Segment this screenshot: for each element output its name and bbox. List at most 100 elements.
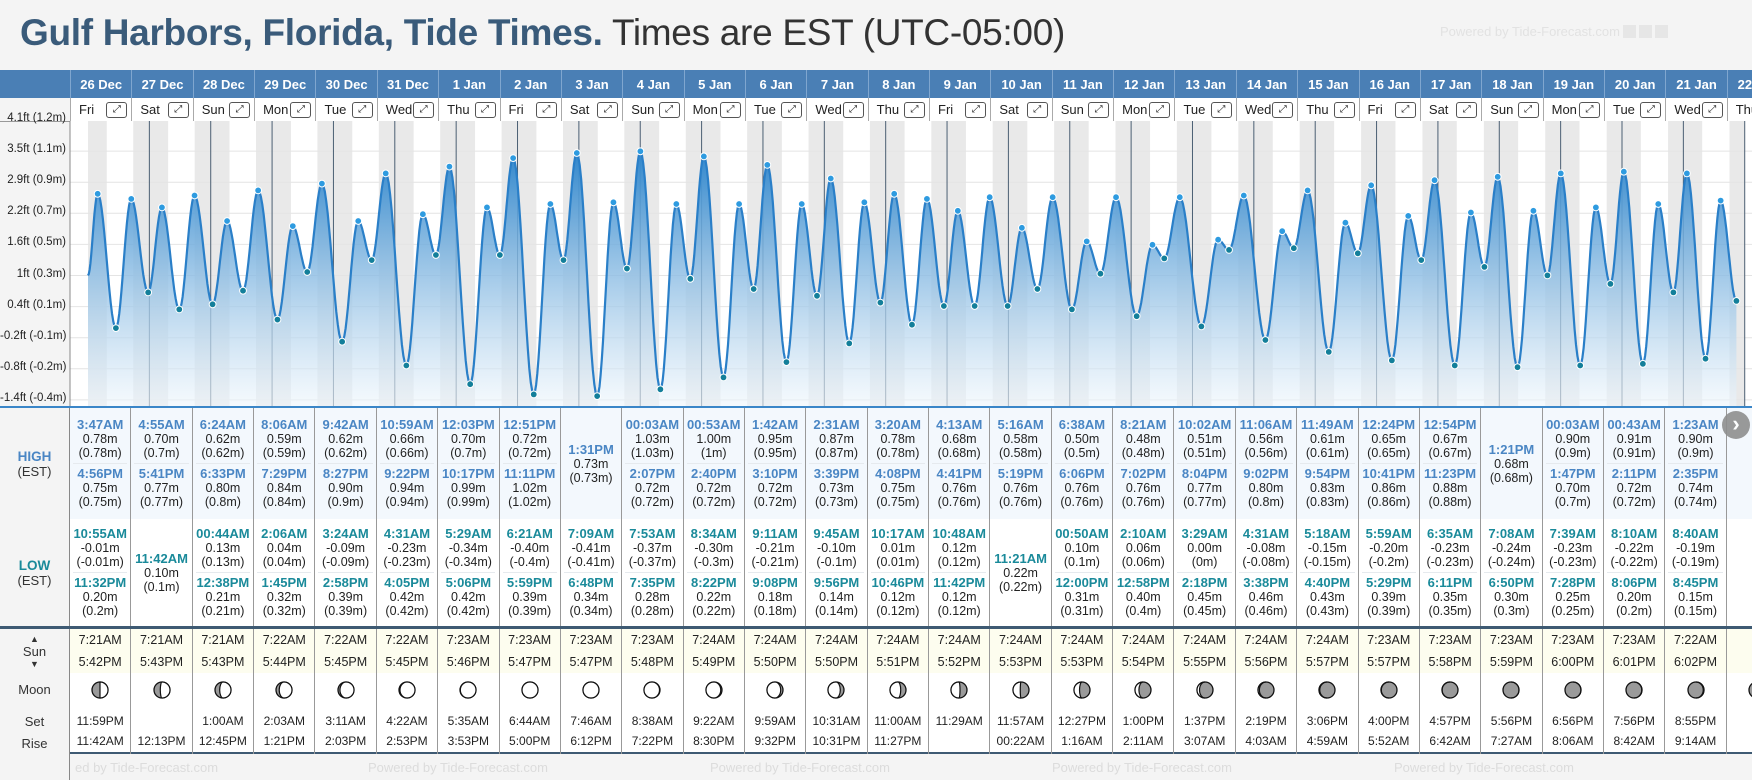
- expand-day-button[interactable]: ⤢: [1640, 101, 1662, 118]
- expand-day-button[interactable]: ⤢: [1088, 101, 1110, 118]
- moonset-time: 11:00AM: [874, 714, 922, 728]
- expand-day-button[interactable]: ⤢: [413, 101, 435, 118]
- weekday-cell: Fri ⤢: [929, 98, 990, 121]
- moon-phase-icon: [152, 679, 172, 703]
- tide-time: 5:19PM: [997, 466, 1044, 481]
- low-tide-cell: 5:59AM -0.20m (-0.2m) 5:29PM 0.39m (0.39m): [1359, 519, 1420, 626]
- high-tide-point: [509, 154, 518, 163]
- expand-day-button[interactable]: ⤢: [1210, 101, 1232, 118]
- tide-height: 0.20m: [1616, 590, 1652, 604]
- expand-day-button[interactable]: ⤢: [474, 101, 496, 118]
- low-tide-entry: 8:06PM 0.20m (0.2m): [1607, 572, 1662, 621]
- expand-day-button[interactable]: ⤢: [1272, 101, 1294, 118]
- low-tide-entry: 7:35PM 0.28m (0.28m): [625, 572, 680, 621]
- expand-day-button[interactable]: ⤢: [658, 101, 680, 118]
- low-tide-entry: 7:53AM -0.37m (-0.37m): [625, 524, 679, 572]
- sunrise-time: 7:23AM: [630, 633, 674, 647]
- tide-height: -0.20m: [1369, 541, 1409, 555]
- tide-height-alt: (0.9m): [327, 495, 364, 509]
- moon-lit: [460, 681, 477, 699]
- expand-day-button[interactable]: ⤢: [597, 101, 619, 118]
- sunrise-time: 7:21AM: [139, 633, 184, 647]
- moonrise-time: 9:32PM: [754, 734, 796, 748]
- date-header: 21 Jan: [1665, 70, 1726, 98]
- high-tide-entry: 11:23PM 0.88m (0.88m): [1422, 463, 1478, 512]
- expand-day-button[interactable]: ⤢: [1149, 101, 1171, 118]
- expand-day-button[interactable]: ⤢: [1578, 101, 1600, 118]
- low-tide-cell: 5:29AM -0.34m (-0.34m) 5:06PM 0.42m (0.42m): [438, 519, 500, 626]
- tide-height-alt: (0.48m): [1121, 446, 1165, 460]
- expand-day-button[interactable]: ⤢: [290, 101, 312, 118]
- tide-height: 0.67m: [1432, 432, 1468, 446]
- next-page-button[interactable]: ›: [1722, 411, 1750, 439]
- low-label: LOW (EST): [0, 519, 70, 626]
- expand-day-button[interactable]: ⤢: [1701, 101, 1723, 118]
- moon-cell: 11:57AM 00:22AM: [990, 673, 1052, 755]
- high-tide-point: [381, 169, 390, 178]
- tide-height: -0.21m: [755, 541, 795, 555]
- sunset-time: 5:58PM: [1428, 655, 1472, 669]
- low-tide-point: [623, 264, 631, 273]
- weekday-label: Sat: [1428, 102, 1449, 117]
- moonrise-time: 00:22AM: [996, 734, 1045, 748]
- moonset-time: 7:56PM: [1613, 714, 1655, 728]
- tide-height-alt: (0.1m): [143, 579, 180, 594]
- expand-day-button[interactable]: ⤢: [781, 101, 803, 118]
- sun-row: ▲ Sun ▼ 7:21AM 5:42PM 7:21AM 5:43PM 7:21AM 5:43…: [0, 629, 1752, 673]
- low-tide-entry: 9:11AM -0.21m (-0.21m): [748, 524, 802, 572]
- moonset-time: 3:06PM: [1306, 714, 1349, 728]
- low-tide-cell: 7:08AM -0.24m (-0.24m) 6:50PM 0.30m (0.3m): [1481, 519, 1543, 626]
- expand-day-button[interactable]: ⤢: [1026, 101, 1048, 118]
- expand-day-button[interactable]: ⤢: [842, 101, 864, 118]
- low-tide-entry: 2:06AM 0.04m (0.04m): [257, 524, 311, 572]
- expand-day-button[interactable]: ⤢: [167, 101, 189, 118]
- low-tide-entry: 10:17AM 0.01m (0.01m): [871, 524, 925, 572]
- tide-time: 6:38AM: [1058, 417, 1106, 432]
- high-tide-point: [572, 149, 581, 157]
- tide-time: 10:17AM: [871, 526, 925, 541]
- expand-day-button[interactable]: ⤢: [1394, 101, 1416, 118]
- high-tide-point: [609, 198, 618, 207]
- high-tide-point: [1591, 203, 1600, 212]
- moon-phase-icon: [704, 679, 724, 703]
- tide-time: 11:49AM: [1300, 417, 1354, 432]
- high-tide-entry: 8:21AM 0.48m (0.48m): [1116, 415, 1170, 463]
- low-tide-point: [1513, 363, 1522, 372]
- watermark: Powered by Tide-Forecast.com: [1394, 760, 1574, 775]
- weekday-label: Tue: [324, 102, 347, 117]
- low-tide-cell: 5:18AM -0.15m (-0.15m) 4:40PM 0.43m (0.43m): [1297, 519, 1359, 626]
- expand-day-button[interactable]: ⤢: [229, 101, 251, 118]
- low-tide-entry: 8:40AM -0.19m (-0.19m): [1668, 524, 1722, 572]
- low-tide-cell: 3:29AM 0.00m (0m) 2:18PM 0.45m (0.45m): [1174, 519, 1236, 626]
- low-tide-point: [303, 268, 312, 276]
- low-tide-point: [813, 291, 821, 300]
- sun-cell: 7:23AM 5:46PM: [438, 629, 500, 673]
- tide-height: 0.99m: [450, 481, 486, 495]
- expand-day-button[interactable]: ⤢: [1333, 101, 1355, 118]
- expand-day-button[interactable]: ⤢: [535, 101, 557, 118]
- sun-cell: 7:24AM 5:54PM: [1113, 629, 1175, 673]
- high-tide-cell: 10:02AM 0.51m (0.51m) 8:04PM 0.77m (0.77m): [1174, 408, 1236, 519]
- tide-chart-svg: [69, 119, 1752, 406]
- tide-time: 2:18PM: [1181, 575, 1228, 590]
- tide-height: -0.23m: [1553, 541, 1593, 555]
- expand-day-button[interactable]: ⤢: [351, 101, 373, 118]
- expand-day-button[interactable]: ⤢: [965, 101, 987, 118]
- low-tide-point: [1324, 348, 1333, 356]
- expand-day-button[interactable]: ⤢: [1517, 101, 1539, 118]
- tide-height: 0.74m: [1678, 481, 1713, 495]
- sunset-time: 5:45PM: [385, 655, 429, 669]
- tide-height: 0.65m: [1371, 432, 1407, 446]
- high-tide-point: [860, 198, 869, 207]
- expand-day-button[interactable]: ⤢: [719, 101, 741, 118]
- high-tide-cell: 1:42AM 0.95m (0.95m) 3:10PM 0.72m (0.72m): [745, 408, 807, 519]
- tide-height: 0.22m: [696, 590, 732, 604]
- expand-day-button[interactable]: ⤢: [106, 101, 128, 118]
- expand-day-button[interactable]: ⤢: [904, 101, 926, 118]
- tide-height: 0.80m: [1248, 481, 1284, 495]
- low-tide-entry: 3:29AM 0.00m (0m): [1177, 524, 1231, 572]
- tide-height-alt: (0.58m): [999, 446, 1043, 460]
- sunset-time: 5:55PM: [1183, 655, 1227, 669]
- expand-day-button[interactable]: ⤢: [1456, 101, 1478, 118]
- moon-lit: [582, 681, 600, 699]
